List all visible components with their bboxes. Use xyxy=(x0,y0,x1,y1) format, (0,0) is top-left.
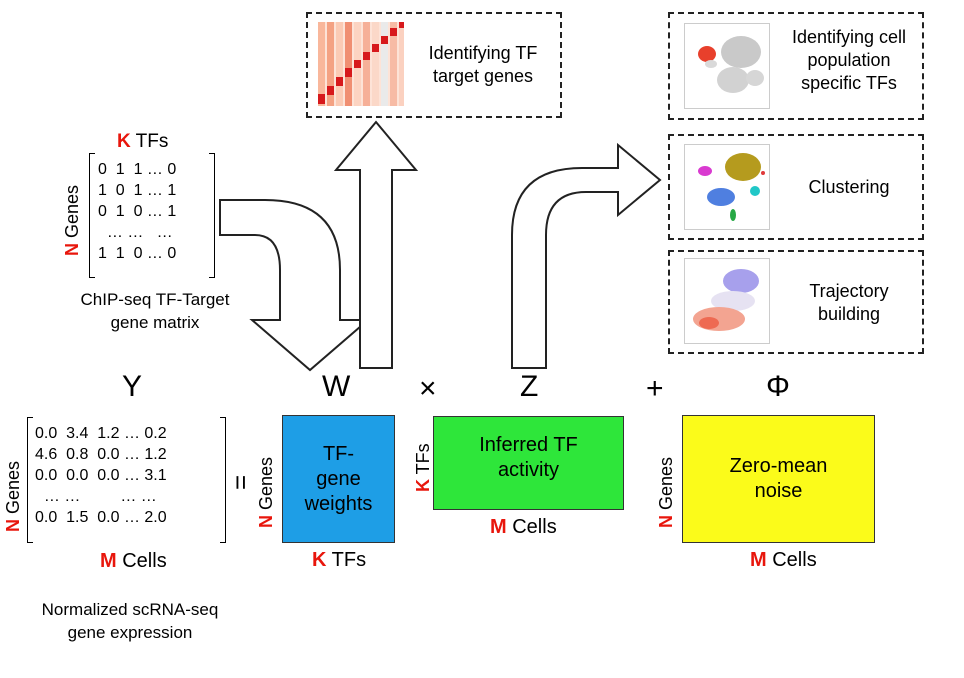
w-n-genes-label: N Genes xyxy=(256,456,276,528)
clustering-panel: Clustering xyxy=(668,134,924,240)
heatmap-thumbnail xyxy=(318,22,404,106)
z-box-line2: activity xyxy=(497,459,560,481)
z-m-cells-label: M Cells xyxy=(490,516,557,538)
trajectory-thumbnail xyxy=(684,258,770,344)
phi-m-cells-label: M Cells xyxy=(750,549,817,571)
w-box-line2: gene xyxy=(316,467,361,490)
curved-down-arrow xyxy=(219,199,371,372)
phi-box-line2: noise xyxy=(754,480,803,502)
y-row: 0.0 3.4 1.2 … 0.2 xyxy=(35,425,167,442)
y-matrix: 0.0 3.4 1.2 … 0.2 4.6 0.8 0.0 … 1.2 0.0 … xyxy=(27,417,226,543)
up-arrow xyxy=(333,120,419,369)
chipseq-row: 1 0 1 … 1 xyxy=(98,182,177,199)
trajectory-panel: Trajectory building xyxy=(668,250,924,354)
equals-symbol: = xyxy=(226,474,257,491)
chipseq-row: 0 1 1 … 0 xyxy=(98,161,177,178)
chipseq-row: 1 1 0 … 0 xyxy=(98,245,177,262)
population-title-1: Identifying cell xyxy=(791,27,907,47)
tsne-population-thumbnail xyxy=(684,23,770,109)
tf-target-panel: Identifying TF target genes xyxy=(306,12,562,118)
w-symbol: W xyxy=(322,370,351,403)
y-row: 4.6 0.8 0.0 … 1.2 xyxy=(35,446,167,463)
y-row: 0.0 0.0 0.0 … 3.1 xyxy=(35,467,167,484)
w-matrix-box: TF- gene weights xyxy=(282,415,395,543)
trajectory-title-2: building xyxy=(817,304,881,324)
population-tf-panel: Identifying cell population specific TFs xyxy=(668,12,924,120)
population-title-2: population xyxy=(807,50,891,70)
trajectory-title-1: Trajectory xyxy=(809,281,889,301)
k-letter: K xyxy=(117,131,131,152)
phi-symbol: Φ xyxy=(766,370,790,403)
chipseq-row: … … … xyxy=(98,224,173,241)
chipseq-caption: ChIP-seq TF-Target gene matrix xyxy=(80,290,230,332)
y-n-genes-label: N Genes xyxy=(3,460,23,532)
y-row: … … … … xyxy=(35,488,157,505)
tf-target-title-2: target genes xyxy=(432,66,534,86)
chipseq-row: 0 1 0 … 1 xyxy=(98,203,177,220)
k-suffix: TFs xyxy=(135,131,169,152)
plus-symbol: + xyxy=(646,372,664,405)
phi-box-line1: Zero-mean xyxy=(729,455,828,477)
w-box-line1: TF- xyxy=(322,442,355,465)
y-symbol: Y xyxy=(122,370,143,403)
w-k-tfs-label: K TFs xyxy=(312,549,367,571)
z-matrix-box: Inferred TF activity xyxy=(433,416,624,510)
population-title-3: specific TFs xyxy=(801,73,897,93)
clustering-title: Clustering xyxy=(808,177,890,197)
chipseq-matrix: 0 1 1 … 0 1 0 1 … 1 0 1 0 … 1 … … … 1 1 … xyxy=(89,153,215,278)
curved-right-arrow xyxy=(511,142,662,369)
phi-matrix-box: Zero-mean noise xyxy=(682,415,875,543)
y-m-cells-label: M Cells xyxy=(100,550,167,572)
clustering-thumbnail xyxy=(684,144,770,230)
w-box-line3: weights xyxy=(304,492,373,515)
chipseq-k-label: K TFs xyxy=(117,131,168,153)
z-box-line1: Inferred TF xyxy=(479,434,578,456)
z-k-tfs-label: K TFs xyxy=(413,443,433,492)
y-caption: Normalized scRNA-seq gene expression xyxy=(41,600,219,642)
times-symbol: × xyxy=(419,372,437,405)
tf-target-title: Identifying TF xyxy=(428,43,538,63)
phi-n-genes-label: N Genes xyxy=(656,456,676,528)
z-symbol: Z xyxy=(520,370,539,403)
y-row: 0.0 1.5 0.0 … 2.0 xyxy=(35,509,167,526)
